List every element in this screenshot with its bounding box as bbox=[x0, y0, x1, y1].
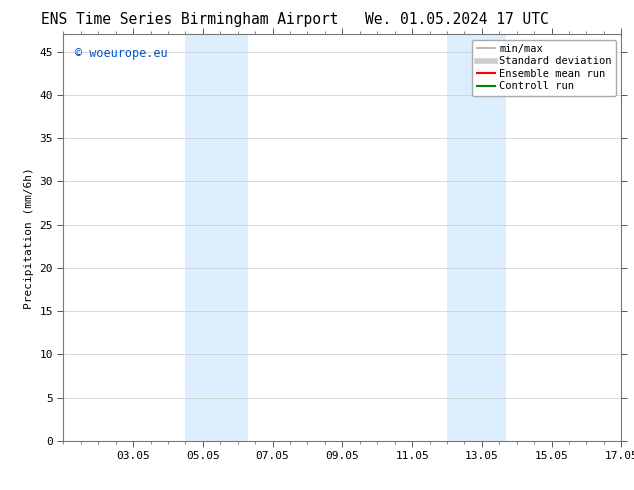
Bar bbox=[185, 34, 248, 441]
Text: © woeurope.eu: © woeurope.eu bbox=[75, 47, 167, 59]
Text: We. 01.05.2024 17 UTC: We. 01.05.2024 17 UTC bbox=[365, 12, 548, 27]
Legend: min/max, Standard deviation, Ensemble mean run, Controll run: min/max, Standard deviation, Ensemble me… bbox=[472, 40, 616, 96]
Text: ENS Time Series Birmingham Airport: ENS Time Series Birmingham Airport bbox=[41, 12, 339, 27]
Bar bbox=[447, 34, 506, 441]
Y-axis label: Precipitation (mm/6h): Precipitation (mm/6h) bbox=[24, 167, 34, 309]
